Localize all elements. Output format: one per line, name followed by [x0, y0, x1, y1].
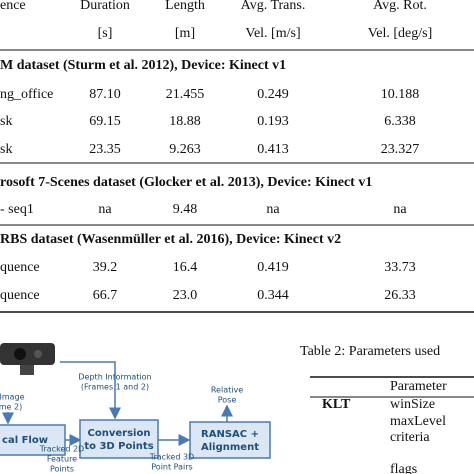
- cell: 0.193: [257, 114, 289, 129]
- diagram-label: Point Pairs: [151, 463, 192, 472]
- cell: sk: [0, 142, 12, 157]
- cell: 18.88: [169, 114, 201, 129]
- diagram-label: Tracked 2D: [39, 445, 84, 454]
- cell: ng_office: [0, 87, 53, 102]
- section-title: M dataset (Sturm et al. 2012), Device: K…: [0, 58, 286, 73]
- cell: 87.10: [89, 87, 121, 102]
- diagram-box: cal Flow: [2, 435, 48, 446]
- diagram-label: ame 2): [0, 403, 22, 412]
- cell: quence: [0, 260, 40, 275]
- cell: 0.249: [257, 87, 289, 102]
- cell: 0.413: [257, 142, 289, 157]
- section-title: RBS dataset (Wasenmüller et al. 2016), D…: [0, 232, 341, 247]
- param: criteria: [390, 430, 430, 445]
- caption: Table 2: Parameters used: [300, 344, 440, 359]
- header: Vel. [deg/s]: [368, 26, 433, 41]
- header: Avg. Rot.: [373, 0, 427, 13]
- param: flags: [390, 462, 417, 474]
- cell: 9.48: [173, 202, 198, 217]
- param: winSize: [390, 397, 435, 412]
- diagram-box: Conversion: [88, 428, 151, 439]
- cell: 9.263: [169, 142, 201, 157]
- cell: 0.419: [257, 260, 289, 275]
- header: Vel. [m/s]: [245, 26, 300, 41]
- cell: 23.327: [381, 142, 420, 157]
- diagram-box: Alignment: [201, 442, 259, 453]
- header: [m]: [175, 26, 195, 41]
- diagram-label: Feature: [47, 455, 77, 464]
- header: Parameter: [390, 379, 447, 394]
- cell: 23.0: [173, 288, 198, 303]
- cell: 10.188: [381, 87, 420, 102]
- cell: na: [266, 202, 280, 217]
- cell: 33.73: [384, 260, 416, 275]
- header: [s]: [98, 26, 113, 41]
- cell: 0.344: [257, 288, 289, 303]
- header: Length: [165, 0, 205, 13]
- cell: 66.7: [93, 288, 118, 303]
- diagram-box: RANSAC +: [201, 429, 259, 440]
- cell: sk: [0, 114, 12, 129]
- header: Avg. Trans.: [241, 0, 306, 13]
- cell: na: [393, 202, 407, 217]
- table-body: M dataset (Sturm et al. 2012), Device: K…: [0, 58, 474, 303]
- section-title: rosoft 7-Scenes dataset (Glocker et al. …: [0, 175, 372, 190]
- cell: 16.4: [173, 260, 198, 275]
- diagram: Depth Information (Frames 1 and 2) B Ima…: [0, 343, 271, 474]
- diagram-box: to 3D Points: [84, 441, 153, 452]
- cell: 69.15: [89, 114, 121, 129]
- diagram-label: Pose: [218, 396, 237, 405]
- cell: quence: [0, 288, 40, 303]
- cell: 23.35: [89, 142, 121, 157]
- diagram-label: B Image: [0, 393, 25, 402]
- cell: 39.2: [93, 260, 118, 275]
- param: maxLevel: [390, 414, 446, 429]
- cell: 26.33: [384, 288, 416, 303]
- cell: 6.338: [384, 114, 416, 129]
- header: Duration: [80, 0, 130, 13]
- diagram-label: Points: [50, 465, 74, 474]
- cell: - seq1: [0, 202, 34, 217]
- header: ence: [0, 0, 26, 13]
- group-label: KLT: [322, 397, 351, 412]
- diagram-label: Relative: [211, 386, 243, 395]
- diagram-label: Tracked 3D: [149, 453, 194, 462]
- cell: 21.455: [166, 87, 205, 102]
- cell: na: [98, 202, 112, 217]
